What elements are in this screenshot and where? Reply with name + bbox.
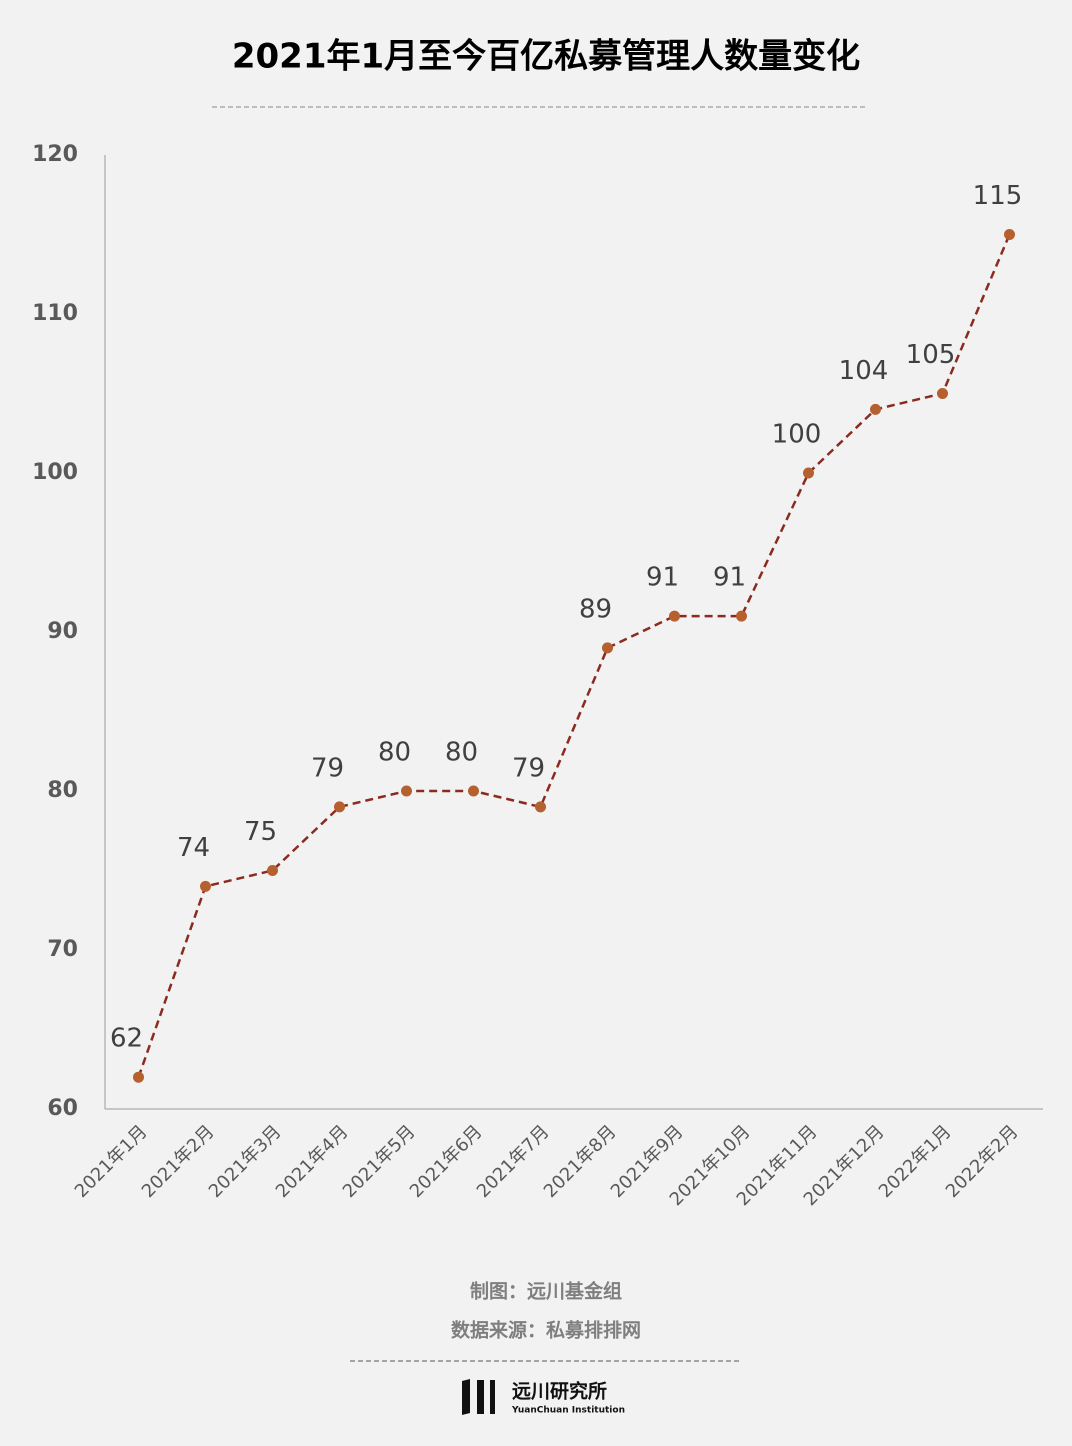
- data-label: 62: [110, 1024, 143, 1054]
- brand: 远川研究所: [512, 1380, 607, 1403]
- data-label: 79: [512, 753, 545, 783]
- data-label: 74: [177, 833, 210, 863]
- y-tick-label: 80: [47, 778, 78, 803]
- data-label: 115: [973, 181, 1023, 211]
- marker: [736, 610, 747, 622]
- logo-icon: [462, 1379, 495, 1415]
- line: [137, 234, 1011, 1078]
- data-label: 105: [906, 340, 956, 370]
- marker: [937, 388, 948, 399]
- y-tick-label: 100: [32, 460, 78, 485]
- marker: [669, 610, 680, 622]
- data-label: 104: [839, 356, 889, 386]
- y-tick-label: 60: [47, 1096, 78, 1121]
- marker: [133, 1071, 144, 1083]
- data-label: 75: [244, 817, 277, 847]
- marker: [602, 642, 613, 654]
- marker: [200, 880, 211, 892]
- marker: [334, 801, 345, 813]
- data-label: 91: [646, 563, 679, 593]
- marker: [803, 467, 814, 479]
- marker: [267, 865, 278, 876]
- marker: [401, 785, 412, 797]
- marker: [1004, 229, 1015, 240]
- y-tick-label: 110: [32, 301, 78, 326]
- marker: [535, 801, 546, 813]
- y-tick-label: 70: [47, 937, 78, 962]
- marker: [870, 403, 881, 415]
- credit: 制图：远川基金组: [470, 1280, 622, 1303]
- brand-en: YuanChuan Institution: [511, 1406, 625, 1416]
- data-label: 89: [579, 594, 612, 624]
- source: 数据来源：私募排排网: [451, 1319, 641, 1342]
- y-tick-label: 120: [32, 142, 78, 167]
- data-label: 79: [311, 753, 344, 783]
- y-tick-label: 90: [47, 619, 78, 644]
- chart-title: 2021年1月至今百亿私募管理人数量变化: [232, 37, 860, 77]
- data-label: 80: [378, 738, 411, 768]
- marker: [468, 785, 479, 797]
- data-label: 91: [713, 563, 746, 593]
- data-label: 80: [445, 738, 478, 768]
- data-label: 100: [772, 420, 822, 450]
